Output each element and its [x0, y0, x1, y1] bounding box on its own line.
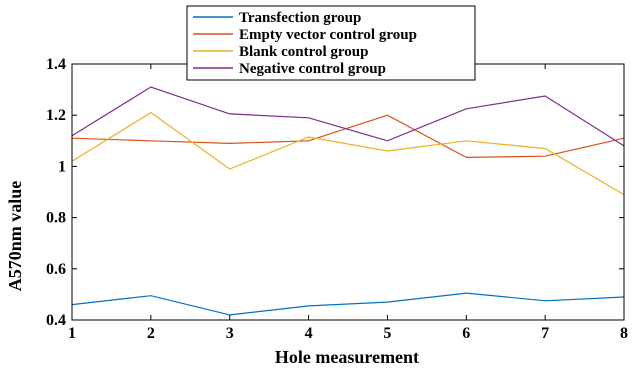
axes — [71, 63, 625, 321]
series-line-3 — [71, 111, 625, 196]
series-line-1 — [71, 292, 625, 316]
x-tick-label: 1 — [68, 325, 76, 342]
x-tick-label: 3 — [226, 325, 234, 342]
series-line-4 — [71, 86, 625, 147]
y-tick-label: 1.2 — [46, 107, 66, 124]
y-tick-label: 1 — [58, 158, 66, 175]
y-axis-title: A570nm value — [5, 181, 25, 292]
x-tick-label: 7 — [541, 325, 549, 342]
y-tick-label: 0.6 — [46, 261, 66, 278]
x-tick-label: 4 — [305, 325, 313, 342]
ticks: 1 2 3 4 5 6 7 8 0.4 0.6 0.8 1 1.2 1.4 — [46, 56, 628, 342]
axes-box — [71, 63, 625, 321]
x-tick-label: 2 — [147, 325, 155, 342]
legend-label: Negative control group — [239, 61, 386, 77]
x-axis-title: Hole measurement — [275, 347, 419, 367]
legend-box — [186, 5, 476, 81]
y-tick-label: 1.4 — [46, 56, 66, 73]
legend-label: Transfection group — [239, 10, 361, 26]
y-tick-label: 0.8 — [46, 210, 66, 227]
plot-area — [71, 86, 625, 316]
x-tick-label: 5 — [383, 325, 391, 342]
y-tick-label: 0.4 — [46, 312, 66, 329]
legend-label: Blank control group — [239, 44, 368, 60]
legend-label: Empty vector control group — [239, 27, 417, 43]
x-tick-label: 6 — [462, 325, 470, 342]
x-tick-label: 8 — [620, 325, 628, 342]
series-line-2 — [71, 114, 625, 159]
